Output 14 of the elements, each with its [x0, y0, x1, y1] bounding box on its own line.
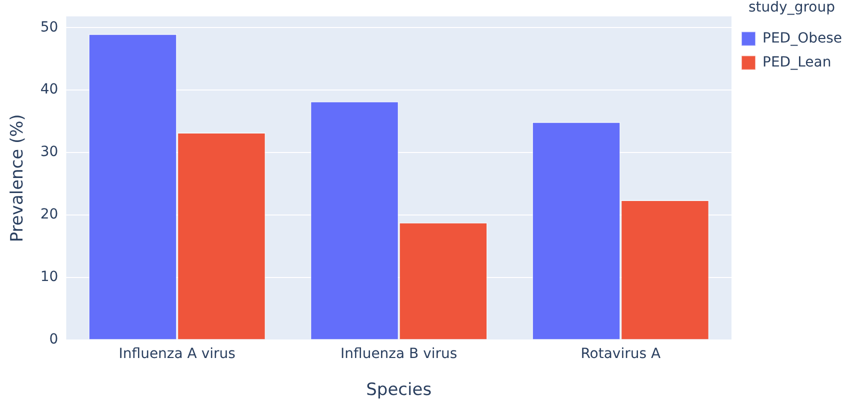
x-tick-label: Rotavirus A: [580, 346, 661, 362]
legend-label: PED_Obese: [762, 30, 842, 46]
y-tick-label: 20: [40, 206, 58, 223]
x-tick-label: Influenza B virus: [340, 346, 458, 362]
legend-label: PED_Lean: [762, 54, 832, 70]
y-tick-label: 50: [40, 19, 58, 36]
y-tick-label: 0: [49, 331, 58, 348]
y-tick-label: 10: [40, 269, 58, 286]
x-axis-title: Species: [366, 380, 432, 400]
legend-title: study_group: [748, 0, 836, 16]
y-axis-title: Prevalence (%): [8, 114, 28, 242]
y-tick-label: 40: [40, 82, 58, 98]
y-tick-label: 30: [40, 144, 58, 160]
x-tick-label: Influenza A virus: [118, 346, 236, 362]
